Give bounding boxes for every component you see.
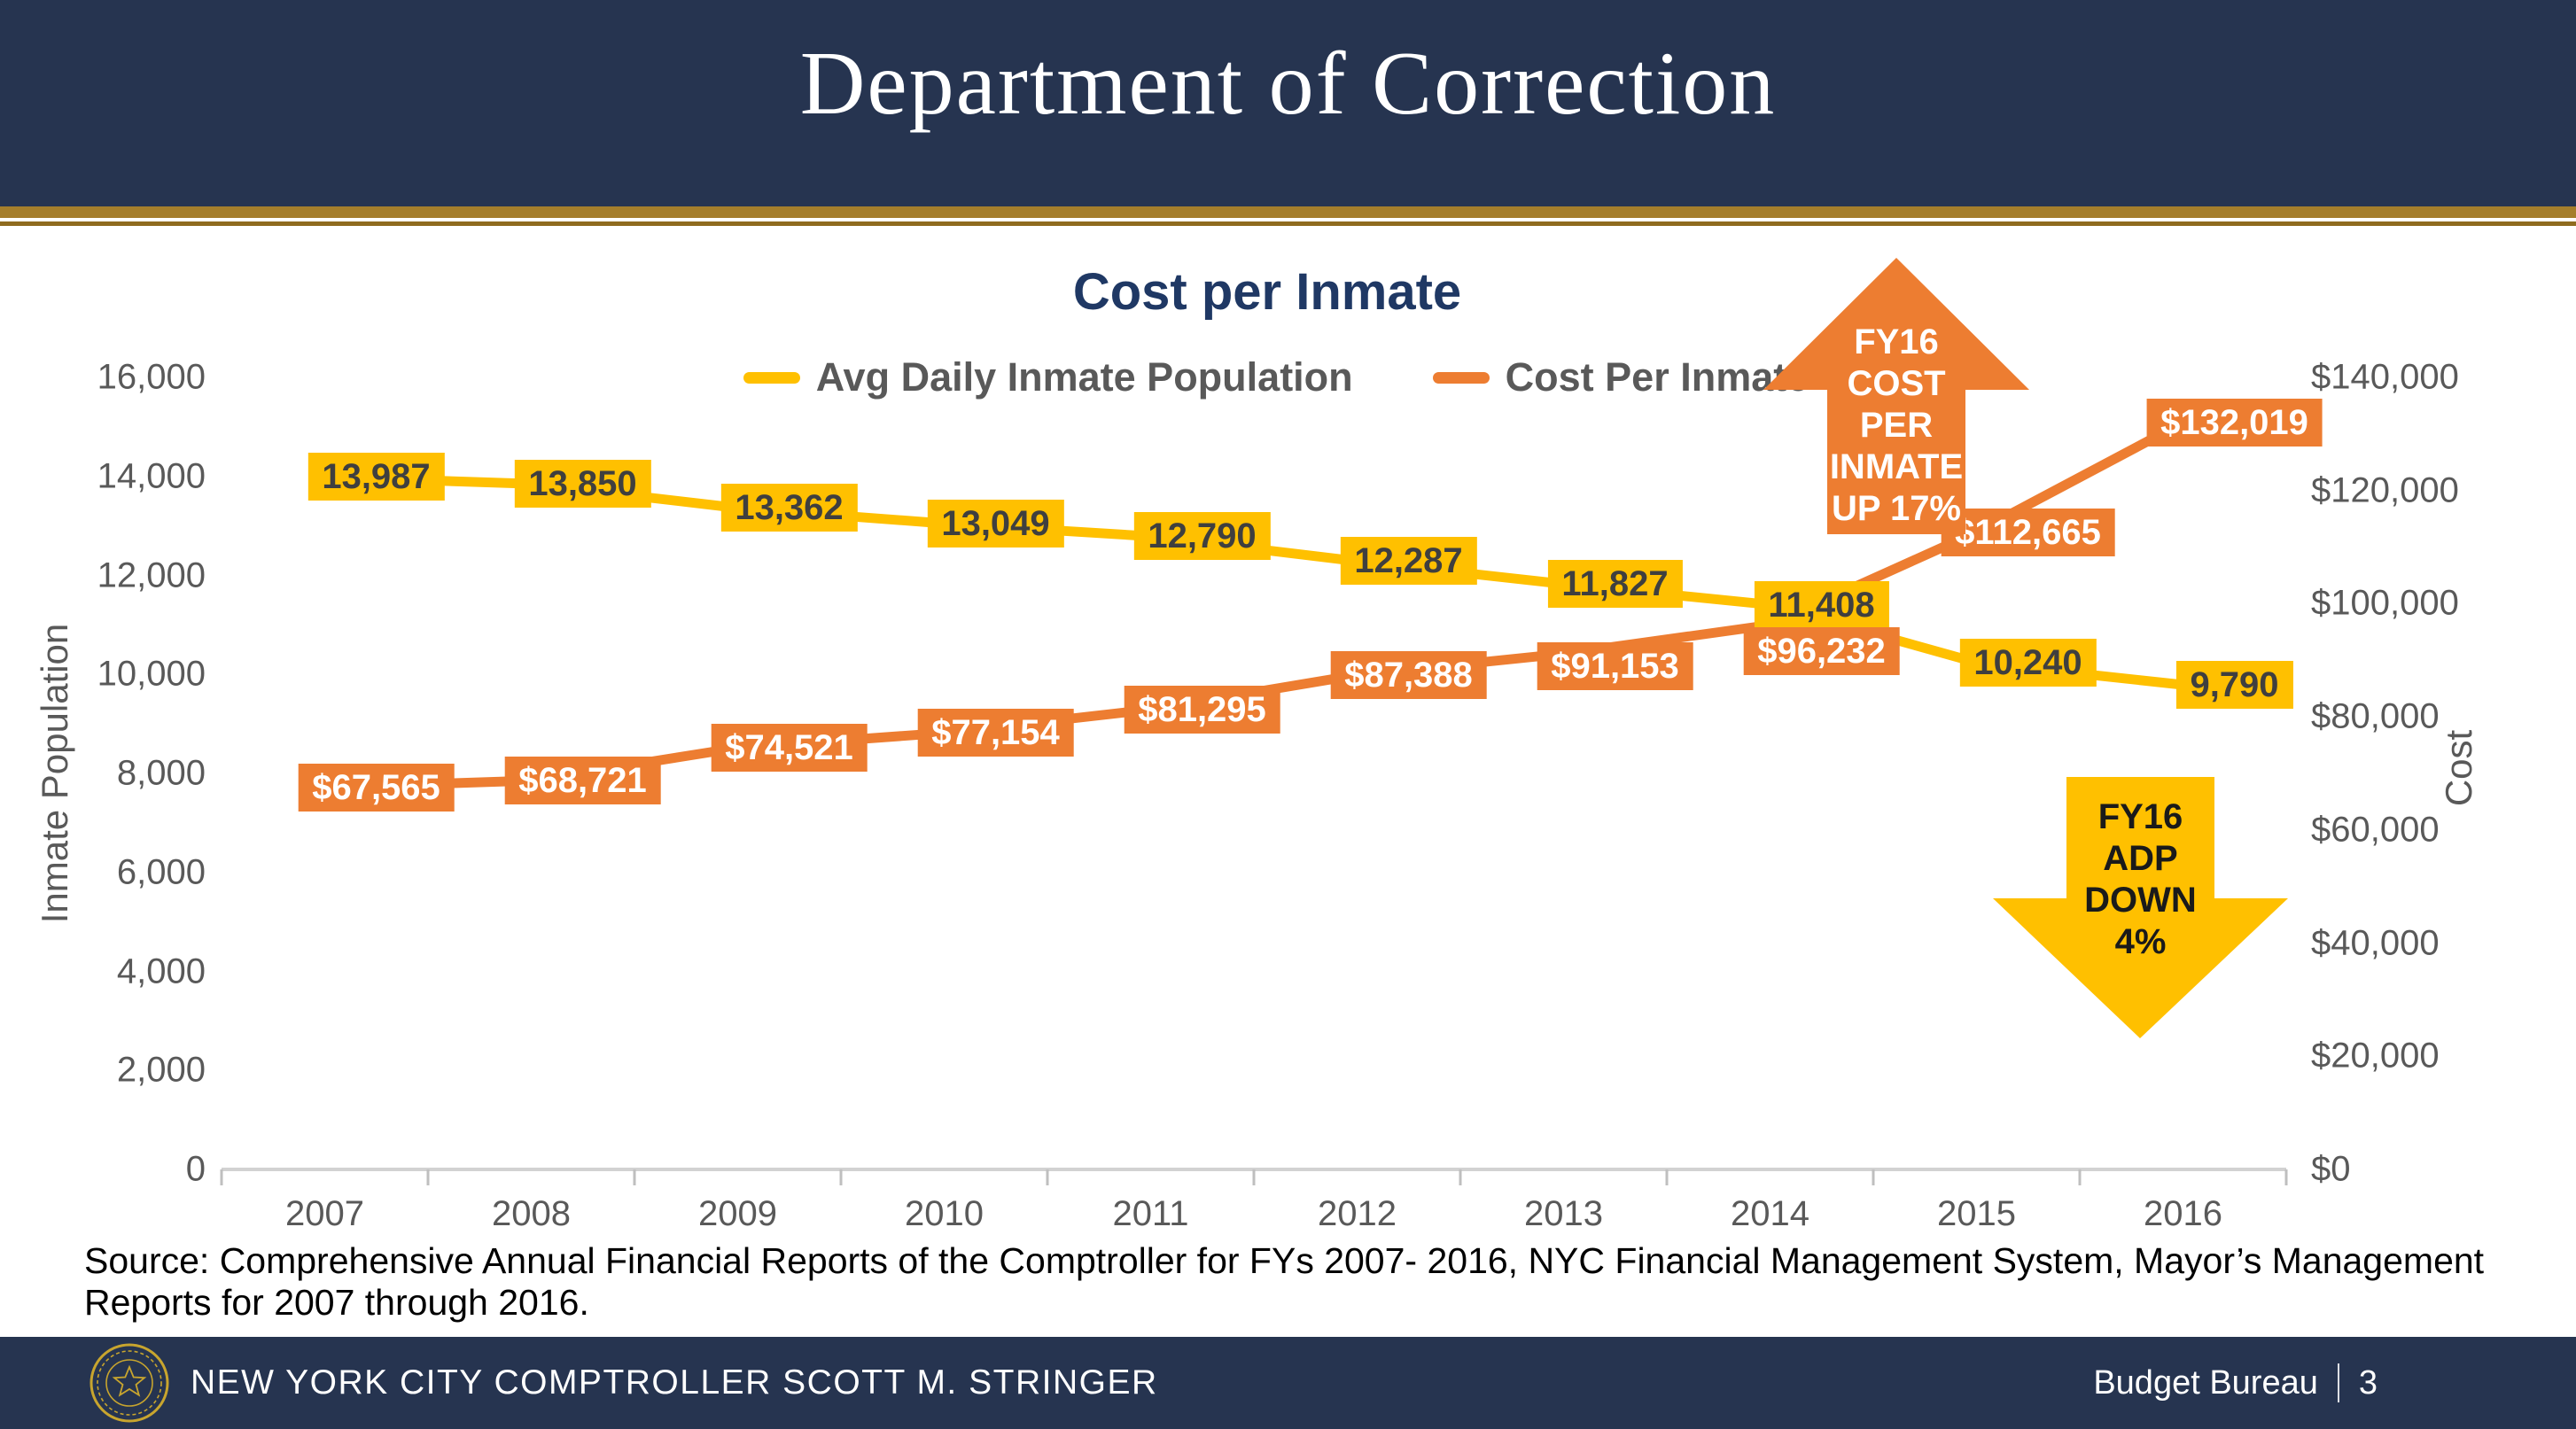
x-axis-year-label: 2010 (905, 1194, 984, 1233)
x-axis-year-label: 2013 (1524, 1194, 1603, 1233)
data-label-cost: $96,232 (1743, 627, 1900, 676)
left-axis-tick-label: 0 (185, 1149, 206, 1189)
up-arrow-icon (1763, 258, 2029, 534)
data-label-population: 13,987 (307, 453, 445, 501)
up-arrow-text-line: PER (1859, 406, 1934, 445)
data-label-population: 11,827 (1547, 560, 1683, 609)
x-axis-year-label: 2007 (285, 1194, 364, 1233)
x-axis-year-label: 2015 (1937, 1194, 2016, 1233)
x-axis-year-label: 2016 (2144, 1194, 2222, 1233)
data-label-cost: $68,721 (504, 757, 661, 805)
population-line-swatch-icon (743, 371, 800, 384)
footer-bureau-label: Budget Bureau (2093, 1363, 2318, 1402)
footer-separator (2337, 1363, 2339, 1402)
right-axis-tick-label: $60,000 (2311, 810, 2440, 850)
up-arrow-text-line: UP 17% (1831, 489, 1961, 528)
right-axis-tick-label: $80,000 (2311, 696, 2440, 736)
header-bar: Department of Correction (0, 0, 2576, 206)
legend: Avg Daily Inmate Population Cost Per Inm… (0, 351, 2552, 404)
legend-item-cost: Cost Per Inmate (1432, 354, 1809, 400)
fy16-adp-down-annotation: FY16 ADP DOWN 4% (1993, 777, 2288, 1038)
data-label-population: 12,790 (1133, 512, 1271, 561)
data-label-population: 11,408 (1754, 580, 1889, 629)
down-arrow-text: FY16 ADP DOWN 4% (1993, 796, 2288, 963)
x-axis-year-label: 2012 (1318, 1194, 1397, 1233)
up-arrow-text-line: INMATE (1829, 447, 1964, 486)
cost-line-swatch-icon (1432, 371, 1490, 384)
gold-divider-thin (0, 221, 2576, 226)
data-label-cost: $91,153 (1537, 641, 1693, 690)
legend-label-population: Avg Daily Inmate Population (815, 354, 1353, 400)
right-axis-tick-label: $100,000 (2311, 583, 2459, 623)
legend-item-population: Avg Daily Inmate Population (743, 354, 1353, 400)
data-label-population: 13,850 (514, 460, 651, 509)
right-axis-tick-label: $0 (2311, 1149, 2351, 1189)
fy16-cost-up-annotation: FY16 COST PER INMATE UP 17% (1763, 258, 2029, 534)
left-axis-tick-label: 4,000 (116, 951, 206, 990)
x-axis-year-label: 2011 (1112, 1194, 1189, 1233)
nyc-comptroller-seal-icon (89, 1343, 169, 1423)
source-note: Source: Comprehensive Annual Financial R… (84, 1240, 2485, 1323)
left-axis-tick-label: 16,000 (97, 357, 206, 397)
up-arrow-text-line: FY16 (1854, 322, 1939, 361)
data-label-population: 13,049 (927, 499, 1064, 548)
data-label-cost: $67,565 (298, 763, 455, 812)
left-axis-tick-label: 10,000 (97, 654, 206, 694)
left-axis-tick-label: 6,000 (116, 852, 206, 892)
left-axis-tick-label: 12,000 (97, 555, 206, 594)
right-axis-title: Cost (2438, 729, 2479, 807)
footer-org-name: NEW YORK CITY COMPTROLLER SCOTT M. STRIN… (191, 1363, 1158, 1402)
right-axis-tick-label: $40,000 (2311, 923, 2440, 963)
footer-bar: NEW YORK CITY COMPTROLLER SCOTT M. STRIN… (0, 1337, 2576, 1429)
data-label-cost: $87,388 (1330, 650, 1487, 699)
left-axis-tick-label: 8,000 (116, 753, 206, 793)
data-label-cost: $81,295 (1124, 685, 1280, 734)
data-label-population: 13,362 (720, 484, 858, 532)
down-arrow-icon (1993, 777, 2288, 1038)
data-label-cost: $74,521 (711, 724, 868, 773)
data-label-cost: $77,154 (917, 709, 1074, 757)
x-axis-year-label: 2014 (1731, 1194, 1809, 1233)
gold-divider (0, 206, 2576, 218)
right-axis-tick-label: $140,000 (2311, 357, 2459, 397)
data-label-population: 10,240 (1959, 638, 2097, 687)
left-axis-tick-label: 2,000 (116, 1050, 206, 1090)
page-title: Department of Correction (799, 34, 1777, 134)
down-arrow-text-line: ADP (2103, 839, 2178, 878)
up-arrow-text: FY16 COST PER INMATE UP 17% (1763, 322, 2029, 530)
left-axis-title: Inmate Population (34, 623, 75, 924)
left-axis-tick-label: 14,000 (97, 456, 206, 496)
up-arrow-text-line: COST (1847, 364, 1946, 403)
x-axis-year-label: 2008 (492, 1194, 571, 1233)
x-axis-year-label: 2009 (698, 1194, 777, 1233)
footer-page-number: 3 (2358, 1363, 2378, 1402)
data-label-population: 9,790 (2175, 660, 2293, 709)
data-label-population: 12,287 (1340, 537, 1477, 586)
footer-page-info: Budget Bureau 3 (2093, 1363, 2378, 1402)
data-label-cost: $132,019 (2146, 398, 2323, 447)
down-arrow-text-line: 4% (2114, 922, 2167, 961)
down-arrow-text-line: DOWN (2084, 881, 2197, 920)
right-axis-tick-label: $120,000 (2311, 470, 2459, 510)
right-axis-tick-label: $20,000 (2311, 1036, 2440, 1076)
legend-label-cost: Cost Per Inmate (1505, 354, 1809, 400)
data-label-cost: $112,665 (1941, 508, 2115, 556)
down-arrow-text-line: FY16 (2097, 797, 2183, 836)
chart-title: Cost per Inmate (1072, 263, 1462, 321)
